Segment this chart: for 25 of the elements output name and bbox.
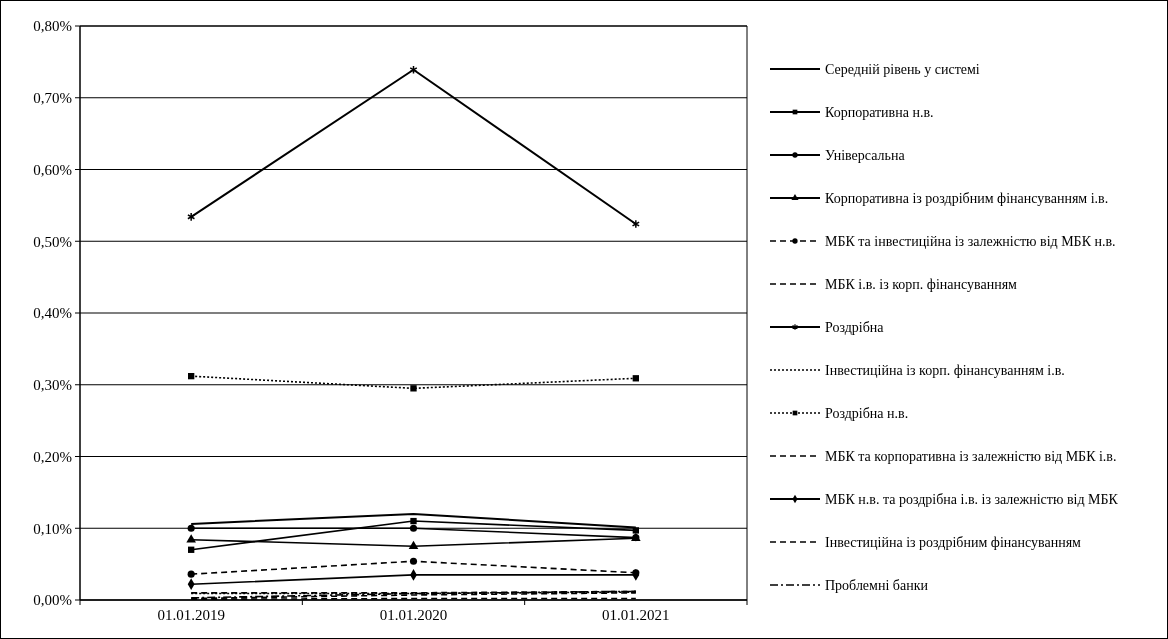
legend-label: МБК та інвестиційна із залежністю від МБК н.в. xyxy=(825,233,1116,249)
y-tick-label: 0,60% xyxy=(33,161,72,178)
x-tick-label: 01.01.2019 xyxy=(157,607,225,623)
legend-label: МБК та корпоративна із залежністю від МБК і.в. xyxy=(825,448,1117,464)
legend-label: Роздрібна xyxy=(825,319,885,335)
legend-label: Корпоративна із роздрібним фінансуванням і.в. xyxy=(825,190,1109,206)
x-tick-label: 01.01.2021 xyxy=(602,607,670,623)
legend-label: Універсальна xyxy=(825,147,906,163)
y-tick-label: 0,00% xyxy=(33,592,72,609)
y-tick-label: 0,30% xyxy=(33,377,72,393)
y-tick-label: 0,10% xyxy=(33,520,72,537)
legend-label: Проблемні банки xyxy=(825,577,929,593)
y-tick-label: 0,40% xyxy=(33,305,72,322)
y-tick-label: 0,20% xyxy=(33,448,72,465)
legend-label: МБК і.в. із корп. фінансуванням xyxy=(825,276,1018,292)
y-tick-label: 0,80% xyxy=(33,18,72,35)
y-tick-label: 0,50% xyxy=(33,233,72,250)
legend-label: Інвестиційна із роздрібним фінансуванням xyxy=(825,534,1082,550)
legend-label: МБК н.в. та роздрібна і.в. із залежністю від МБК xyxy=(825,491,1119,507)
legend-label: Інвестиційна із корп. фінансуванням і.в. xyxy=(825,362,1065,378)
legend-label: Середній рівень у системі xyxy=(825,61,980,77)
legend-label: Роздрібна н.в. xyxy=(825,405,909,421)
y-tick-label: 0,70% xyxy=(33,90,72,106)
legend-label: Корпоративна н.в. xyxy=(825,104,934,120)
x-tick-label: 01.01.2020 xyxy=(379,607,448,623)
